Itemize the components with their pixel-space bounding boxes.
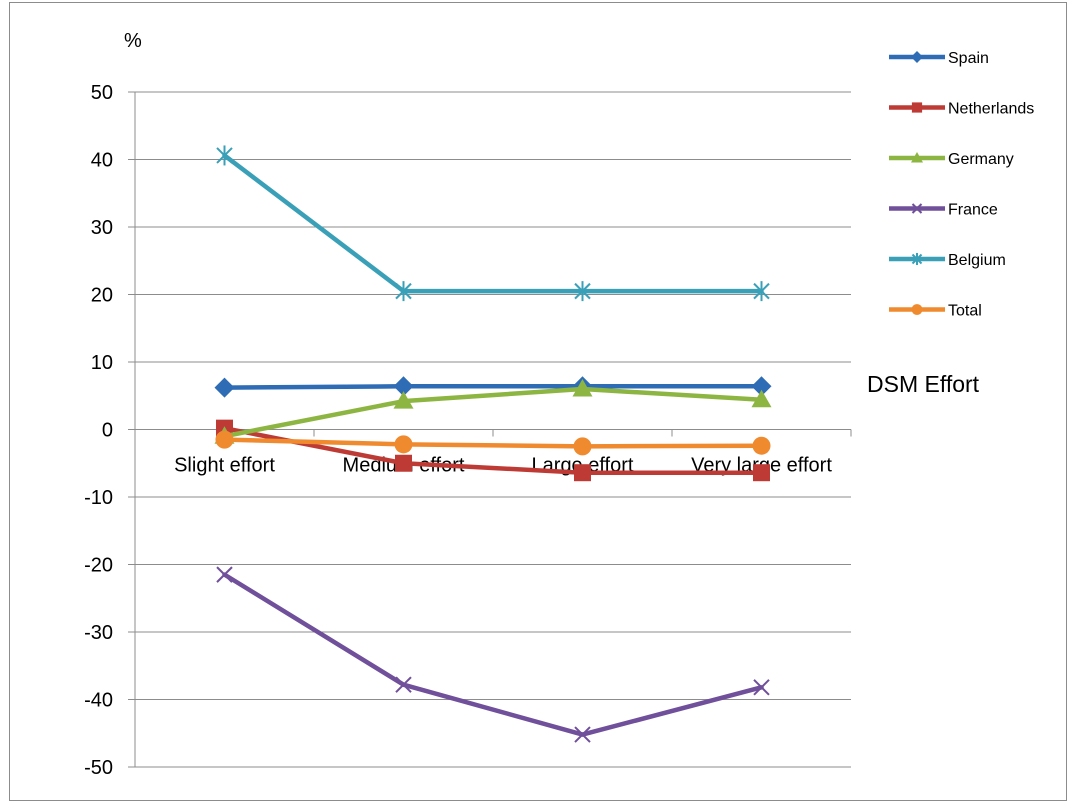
data-point [911, 102, 923, 113]
series-netherlands [216, 419, 770, 482]
x-tick-label: Slight effort [174, 455, 275, 477]
data-point [574, 726, 591, 743]
data-point [752, 436, 771, 455]
y-tick-label: -20 [84, 555, 113, 577]
data-point-stroke [395, 676, 412, 693]
legend-item-germany: Germany [889, 151, 1014, 168]
y-axis-title: % [124, 30, 142, 52]
data-point [574, 464, 591, 482]
series-layer [214, 145, 772, 743]
data-point [395, 281, 412, 302]
data-point [911, 253, 923, 265]
legend-item-total: Total [889, 303, 982, 320]
data-point [753, 281, 770, 302]
series-france [216, 566, 770, 743]
legend-label: Germany [948, 151, 1014, 168]
data-point-stroke [574, 726, 591, 743]
data-point [911, 304, 923, 315]
data-point [911, 203, 923, 214]
data-point [573, 437, 592, 456]
y-tick-label: -10 [84, 487, 113, 509]
legend-item-belgium: Belgium [889, 252, 1006, 269]
y-tick-label: 0 [102, 420, 113, 442]
legend-label: Total [948, 303, 982, 320]
series-line [222, 153, 764, 294]
y-tick-label: 20 [91, 285, 113, 307]
gridlines [135, 91, 851, 768]
data-point [753, 679, 770, 696]
x-axis-title: DSM Effort [867, 371, 980, 397]
data-point-stroke [753, 679, 770, 696]
data-point [394, 435, 413, 454]
series-line [222, 572, 764, 737]
legend-item-netherlands: Netherlands [889, 101, 1034, 118]
data-point [214, 377, 235, 398]
y-tick-label: 30 [91, 217, 113, 239]
data-point [911, 51, 923, 63]
series-spain [214, 376, 772, 398]
y-tick-label: -40 [84, 690, 113, 712]
y-tick-label: -30 [84, 622, 113, 644]
data-point [753, 464, 770, 482]
data-point [393, 376, 414, 397]
data-point [574, 281, 591, 302]
data-point-stroke [911, 203, 923, 214]
data-point-stroke [216, 566, 233, 583]
series-line [222, 384, 764, 390]
y-tick-label: 10 [91, 352, 113, 374]
data-point [751, 389, 772, 408]
data-point [393, 391, 414, 409]
chart-frame [9, 2, 1067, 801]
data-point [395, 454, 412, 472]
data-point [751, 376, 772, 397]
legend: Spain Netherlands Germany France Belgium Tota… [889, 50, 1034, 320]
legend-item-france: France [889, 202, 998, 219]
y-tick-label: 50 [91, 82, 113, 104]
legend-item-spain: Spain [889, 50, 989, 67]
legend-label: Belgium [948, 252, 1006, 269]
legend-label: Spain [948, 50, 989, 67]
series-line [222, 386, 764, 439]
series-line [222, 425, 764, 475]
data-point [572, 379, 593, 397]
legend-label: France [948, 202, 998, 219]
data-point [216, 145, 233, 166]
y-tick-label: -50 [84, 757, 113, 779]
data-point [216, 566, 233, 583]
series-belgium [216, 145, 770, 302]
series-total [215, 430, 771, 456]
legend-label: Netherlands [948, 101, 1034, 118]
labels: % DSM Effort [124, 30, 980, 397]
y-tick-label: 40 [91, 150, 113, 172]
series-line [222, 437, 764, 449]
data-point [395, 676, 412, 693]
data-point [911, 152, 923, 163]
data-point [215, 430, 234, 449]
